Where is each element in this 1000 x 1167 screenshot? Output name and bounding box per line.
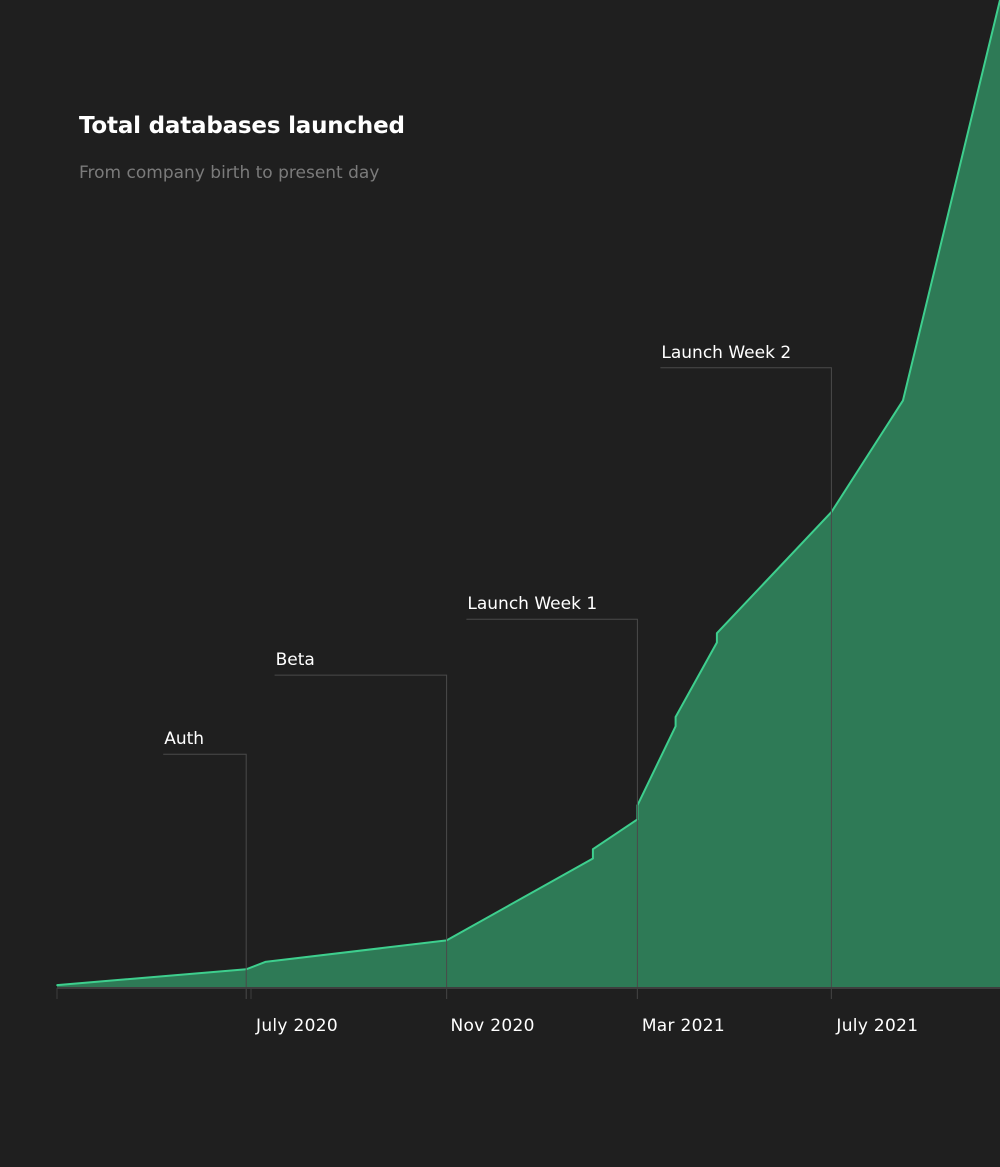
data-point-2: [264, 961, 267, 963]
x-tick-label-0: July 2020: [255, 1016, 338, 1036]
data-point-10: [716, 641, 718, 644]
series-area-0: [57, 0, 1000, 987]
data-point-8: [674, 725, 677, 728]
chart-title: Total databases launched: [79, 113, 405, 139]
annotation-line-1: [274, 674, 448, 999]
x-tick-label-1: Nov 2020: [450, 1016, 534, 1036]
annotation-line-0: [163, 753, 247, 999]
data-point-13: [902, 399, 904, 402]
annotation-label-2: Launch Week 1: [467, 594, 597, 614]
x-tick-label-3: July 2021: [835, 1016, 918, 1036]
data-point-9: [674, 716, 677, 718]
annotation-label-3: Launch Week 2: [661, 343, 791, 363]
annotation-line-2: [466, 618, 638, 999]
data-point-5: [592, 848, 594, 850]
x-tick-label-2: Mar 2021: [642, 1016, 725, 1036]
annotation-line-3: [660, 367, 832, 999]
data-point-4: [592, 857, 594, 860]
chart-subtitle: From company birth to present day: [79, 163, 380, 183]
data-point-11: [716, 632, 718, 634]
annotation-label-0: Auth: [164, 729, 204, 749]
data-point-0: [56, 984, 58, 986]
annotation-label-1: Beta: [276, 650, 315, 670]
